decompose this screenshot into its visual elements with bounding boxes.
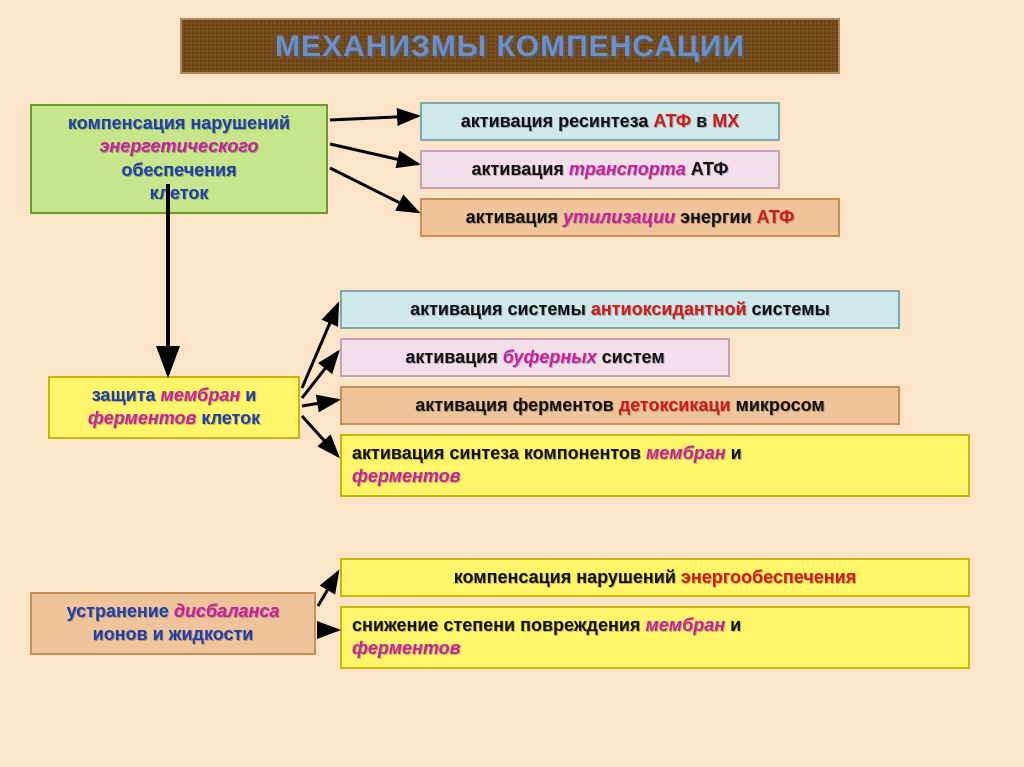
node-text: и [725,615,741,635]
node-text: защита [92,385,161,405]
node-n1: компенсация нарушений энергетического обе… [30,104,328,214]
title-text: МЕХАНИЗМЫ КОМПЕНСАЦИИ [275,27,745,66]
node-text: системы [747,299,830,319]
node-text: клеток [196,408,260,428]
arrow [302,304,338,388]
node-text: компенсация нарушений [454,567,681,587]
node-text: буферных [503,347,597,367]
node-n2: активация ресинтеза АТФ в МХ [420,102,780,141]
node-text: ферментов [352,638,461,658]
node-text: активация синтеза компонентов [352,443,646,463]
title-box: МЕХАНИЗМЫ КОМПЕНСАЦИИ [180,18,840,74]
arrow [330,168,418,212]
node-n8: активация ферментов детоксикаци микросом [340,386,900,425]
node-text: энергетического [100,136,259,156]
node-text: в [691,111,712,131]
arrow [302,416,338,456]
node-text: и [240,385,256,405]
node-text: ферментов [352,466,461,486]
node-text: обеспечения [121,160,236,180]
node-text: активация [471,159,568,179]
arrow [302,352,338,398]
node-text: и [726,443,742,463]
node-n9: активация синтеза компонентов мембран и ф… [340,434,970,497]
arrow [302,400,338,406]
arrow [330,144,418,164]
node-n6: активация системы антиоксидантной систем… [340,290,900,329]
node-text: активация системы [410,299,591,319]
node-text: активация [405,347,502,367]
node-text: клеток [150,183,209,203]
node-n11: компенсация нарушений энергообеспечения [340,558,970,597]
node-text: ионов и жидкости [93,624,254,644]
node-text: ферментов [88,408,197,428]
node-n7: активация буферных систем [340,338,730,377]
node-text: антиоксидантной [591,299,747,319]
node-text: АТФ [757,207,795,227]
arrow [318,572,338,606]
node-n3: активация транспорта АТФ [420,150,780,189]
node-text: энергообеспечения [681,567,856,587]
node-text: мембран [645,615,725,635]
node-text: дисбаланса [174,601,280,621]
node-text: микросом [731,395,825,415]
node-text: АТФ [686,159,729,179]
node-text: мембран [646,443,726,463]
node-text: активация ресинтеза [461,111,654,131]
node-text: активация ферментов [415,395,619,415]
node-n12: снижение степени повреждения мембран и фе… [340,606,970,669]
node-text: систем [597,347,665,367]
node-n5: защита мембран и ферментов клеток [48,376,300,439]
node-text: МХ [712,111,739,131]
node-text: мембран [161,385,241,405]
node-text: снижение степени повреждения [352,615,645,635]
diagram-canvas: МЕХАНИЗМЫ КОМПЕНСАЦИИ компенсация нарушен… [0,0,1024,767]
node-text: утилизации [563,207,675,227]
arrow [330,116,418,120]
node-text: активация [466,207,563,227]
node-n4: активация утилизации энергии АТФ [420,198,840,237]
node-n10: устранение дисбаланса ионов и жидкости [30,592,316,655]
node-text: энергии [675,207,756,227]
node-text: детоксикаци [619,395,731,415]
node-text: транспорта [569,159,686,179]
node-text: АТФ [653,111,691,131]
node-text: устранение [67,601,174,621]
node-text: компенсация нарушений [68,113,290,133]
